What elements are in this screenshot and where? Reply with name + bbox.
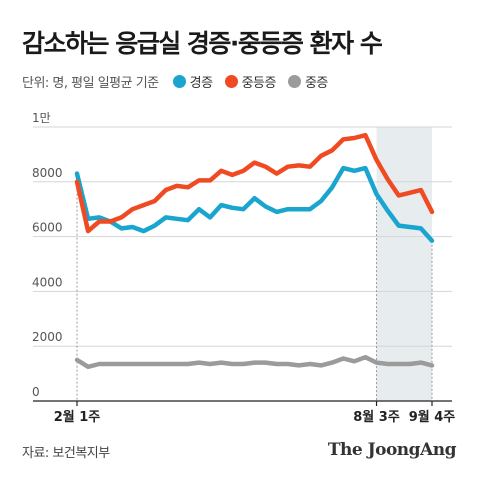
brand-logo: The JoongAng (327, 440, 457, 460)
y-tick-label-5: 1만 (32, 111, 51, 125)
chart-title: 감소하는 응급실 경증·중등증 환자 수 (22, 29, 383, 58)
legend-dot-moderate (224, 75, 238, 88)
series-line-0 (74, 165, 435, 243)
legend-label-severe: 중증 (304, 76, 328, 91)
legend-dot-mild (172, 75, 186, 88)
legend: 단위: 명, 평일 일평균 기준 경증 중등증 중증 (22, 72, 340, 91)
legend-label-mild: 경증 (189, 76, 213, 91)
y-tick-label-2: 4000 (32, 275, 63, 289)
legend-item-severe: 중증 (287, 72, 328, 91)
legend-item-moderate: 중등증 (224, 72, 277, 91)
series-line-1 (74, 132, 435, 234)
series-line-2 (74, 354, 435, 370)
source-note: 자료: 보건복지부 (22, 446, 110, 461)
unit-label: 단위: 명, 평일 일평균 기준 (22, 76, 159, 91)
legend-label-moderate: 중등증 (241, 76, 277, 91)
highlight-band (376, 127, 432, 401)
legend-item-mild: 경증 (172, 72, 213, 91)
y-tick-label-1: 2000 (32, 330, 63, 344)
y-tick-label-4: 8000 (32, 166, 63, 180)
x-tick-label-0: 2월 1주 (54, 409, 101, 425)
x-tick-label-1: 8월 3주 (353, 409, 400, 425)
y-tick-label-3: 6000 (32, 221, 63, 235)
x-tick-label-2: 9월 4주 (409, 409, 456, 425)
legend-dot-severe (287, 75, 301, 88)
y-tick-label-0: 0 (32, 385, 40, 399)
